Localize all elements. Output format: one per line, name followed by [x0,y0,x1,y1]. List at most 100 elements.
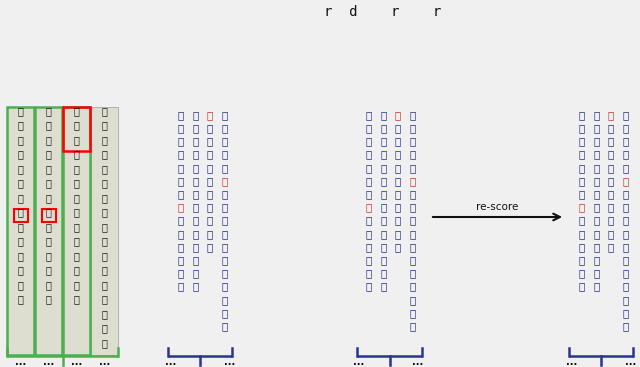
FancyBboxPatch shape [35,107,62,355]
Text: 大: 大 [410,190,416,199]
Text: 切: 切 [102,107,108,116]
Text: 覆: 覆 [623,283,629,292]
Text: 普: 普 [222,269,228,279]
Text: ...: ... [99,357,110,367]
FancyBboxPatch shape [7,107,34,355]
Text: 世: 世 [193,137,199,146]
Text: 覆: 覆 [102,295,108,305]
Text: 語: 語 [193,177,199,186]
Text: 阿: 阿 [594,256,600,265]
Text: 語: 語 [594,177,600,186]
Text: 來: 來 [74,179,79,189]
Text: 應: 應 [178,111,184,120]
Text: 屬: 屬 [608,230,614,239]
Text: 眾: 眾 [410,322,416,331]
Text: 懷: 懷 [579,283,585,292]
FancyBboxPatch shape [91,107,118,355]
Text: 漢: 漢 [193,283,199,292]
FancyBboxPatch shape [63,107,90,355]
Text: 屬: 屬 [74,281,79,290]
Text: 果: 果 [608,217,614,226]
Text: 出: 出 [45,121,51,131]
Text: 門: 門 [410,217,416,226]
Text: 知: 知 [366,150,372,160]
Text: 佛: 佛 [579,190,585,199]
Text: 諸: 諸 [366,230,372,239]
Text: 世: 世 [45,136,51,145]
Text: 切: 切 [410,309,416,318]
Text: 羅: 羅 [594,269,600,279]
Text: 阿: 阿 [381,256,387,265]
Text: 量: 量 [623,256,629,265]
Text: 土: 土 [17,208,24,218]
Text: 增: 增 [594,164,600,173]
Text: 正: 正 [17,136,24,145]
Text: 來: 來 [207,137,213,146]
Text: 慈: 慈 [102,208,108,218]
Text: 故: 故 [222,150,228,160]
Text: 羅: 羅 [193,269,199,279]
Text: 住: 住 [17,121,24,131]
Text: 薩: 薩 [102,179,108,189]
Text: 法: 法 [623,124,629,133]
Text: 間: 間 [594,150,600,160]
Text: 眾: 眾 [178,256,184,265]
Text: 大: 大 [579,243,585,252]
Text: 切: 切 [623,309,629,318]
Text: 一: 一 [608,124,614,133]
Text: 切: 切 [102,324,108,334]
Text: 界: 界 [623,137,629,146]
Text: 一: 一 [381,203,387,212]
Text: 慈: 慈 [623,203,629,212]
Text: ...: ... [225,357,236,367]
Text: 一: 一 [594,203,600,212]
Text: 不: 不 [395,150,401,160]
Text: 出: 出 [594,124,600,133]
Text: 語: 語 [381,177,387,186]
Text: 增: 增 [45,165,51,174]
Text: 土: 土 [366,203,372,212]
Text: 切: 切 [623,111,629,120]
Text: 大: 大 [102,194,108,203]
Text: 一: 一 [410,296,416,305]
Text: 薩: 薩 [222,177,228,186]
Text: 勿: 勿 [579,269,585,279]
Text: 羅: 羅 [395,190,401,199]
Text: 詩: 詩 [74,136,79,145]
Text: 羅: 羅 [381,269,387,279]
Text: 應: 應 [366,111,372,120]
Text: 眾: 眾 [366,256,372,265]
Text: 不: 不 [381,230,387,239]
Text: 懷: 懷 [366,283,372,292]
Text: 還: 還 [395,164,401,173]
Text: 眾: 眾 [102,339,108,348]
Text: 應: 應 [17,107,24,116]
Text: 累: 累 [74,107,79,116]
Text: 增: 增 [193,164,199,173]
Text: 生: 生 [608,243,614,252]
Text: 善: 善 [102,165,108,174]
Text: 一: 一 [74,165,79,174]
Text: 法: 法 [102,121,108,131]
Text: 大: 大 [623,190,629,199]
Text: 有: 有 [102,252,108,261]
Text: 量: 量 [410,256,416,265]
Text: 正: 正 [178,137,184,146]
Text: 羅: 羅 [207,190,213,199]
Text: 不: 不 [45,237,51,247]
Text: 出: 出 [381,124,387,133]
Text: 阿: 阿 [207,177,213,186]
Text: 勿: 勿 [366,269,372,279]
Text: 語: 語 [45,179,51,189]
Text: 諸: 諸 [579,230,585,239]
Text: 間: 間 [381,150,387,160]
Text: 切: 切 [222,309,228,318]
Text: 大: 大 [366,243,372,252]
Text: 觀: 觀 [579,164,585,173]
Text: 一: 一 [102,310,108,319]
Text: 切: 切 [222,111,228,120]
Text: 正: 正 [579,137,585,146]
Text: 知: 知 [178,150,184,160]
Text: 世: 世 [594,137,600,146]
Text: 眾: 眾 [222,322,228,331]
